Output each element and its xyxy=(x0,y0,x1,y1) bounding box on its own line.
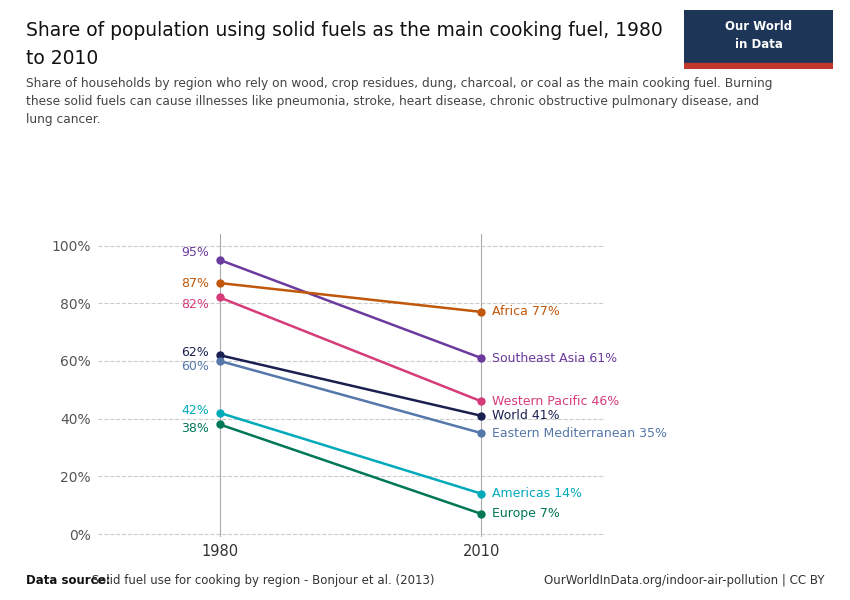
Text: OurWorldInData.org/indoor-air-pollution | CC BY: OurWorldInData.org/indoor-air-pollution … xyxy=(544,574,824,587)
Text: 95%: 95% xyxy=(182,246,209,259)
Text: Data source:: Data source: xyxy=(26,574,110,587)
Text: 82%: 82% xyxy=(182,298,209,311)
Text: in Data: in Data xyxy=(734,38,783,51)
Text: Solid fuel use for cooking by region - Bonjour et al. (2013): Solid fuel use for cooking by region - B… xyxy=(88,574,434,587)
Text: Europe 7%: Europe 7% xyxy=(492,508,560,520)
Text: World 41%: World 41% xyxy=(492,409,559,422)
Text: Eastern Mediterranean 35%: Eastern Mediterranean 35% xyxy=(492,427,667,440)
Text: Western Pacific 46%: Western Pacific 46% xyxy=(492,395,619,408)
Text: 60%: 60% xyxy=(182,360,209,373)
Text: Americas 14%: Americas 14% xyxy=(492,487,582,500)
Text: 62%: 62% xyxy=(182,346,209,359)
Text: Our World: Our World xyxy=(725,20,792,33)
Text: 38%: 38% xyxy=(182,422,209,435)
Text: Share of population using solid fuels as the main cooking fuel, 1980: Share of population using solid fuels as… xyxy=(26,21,662,40)
Bar xyxy=(684,63,833,69)
Text: Southeast Asia 61%: Southeast Asia 61% xyxy=(492,352,617,365)
Text: to 2010: to 2010 xyxy=(26,49,98,68)
Text: Share of households by region who rely on wood, crop residues, dung, charcoal, o: Share of households by region who rely o… xyxy=(26,77,772,126)
Text: 87%: 87% xyxy=(181,277,209,290)
Text: Africa 77%: Africa 77% xyxy=(492,305,560,319)
Text: 42%: 42% xyxy=(182,404,209,416)
